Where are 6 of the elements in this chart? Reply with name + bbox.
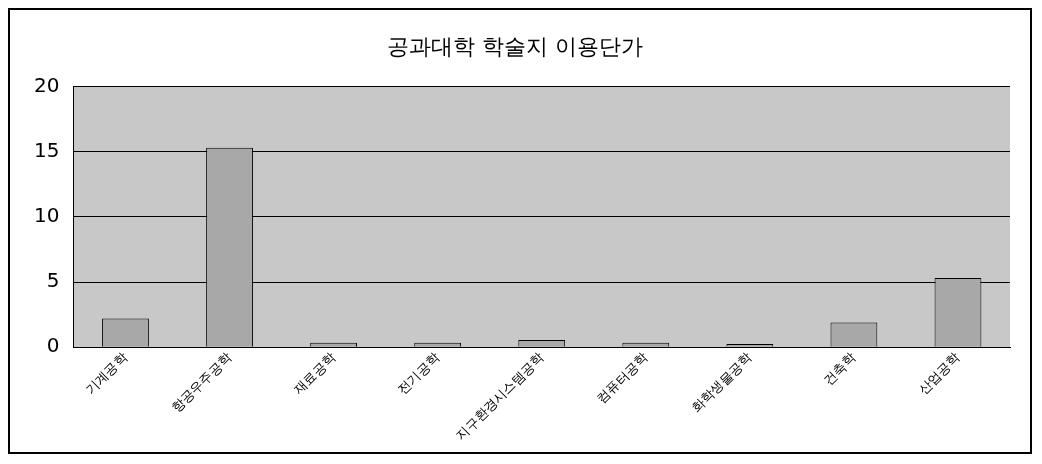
chart-title: 공과대학 학술지 이용단가 (387, 33, 643, 59)
y-tick-label: 20 (34, 72, 60, 97)
y-tick-label: 15 (34, 137, 60, 162)
y-tick-label: 0 (46, 333, 60, 358)
y-tick-label: 5 (46, 268, 60, 293)
y-tick-label: 10 (34, 203, 60, 228)
